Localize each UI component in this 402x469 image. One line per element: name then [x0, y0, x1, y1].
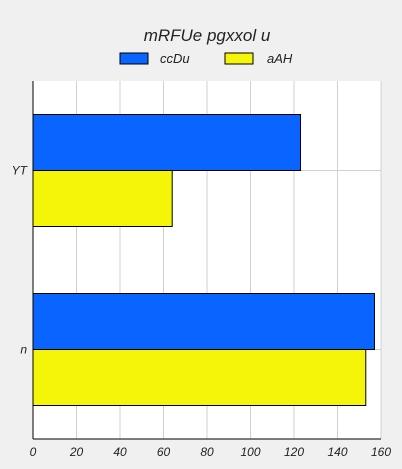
y-tick-label-yt: YT	[12, 164, 29, 178]
legend-label-aah: aAH	[267, 51, 293, 66]
chart-title: mRFUe pgxxol u	[144, 26, 271, 45]
x-tick-label-20: 20	[69, 445, 84, 459]
legend-swatch-ccdu	[119, 52, 149, 65]
x-tick-label-160: 160	[371, 445, 391, 459]
x-tick-label-0: 0	[30, 445, 37, 459]
x-tick-label-80: 80	[200, 445, 214, 459]
x-tick-label-100: 100	[240, 445, 260, 459]
legend: ccDu aAH	[119, 51, 293, 66]
x-tick-label-120: 120	[284, 445, 304, 459]
bars	[32, 114, 375, 406]
bar-ccdu-yt	[32, 114, 302, 171]
x-tick-label-60: 60	[157, 445, 171, 459]
tick-labels: YT n 0 20 40 60 80 100 120 140 160	[12, 164, 392, 460]
y-tick-label-n: n	[20, 343, 27, 357]
legend-swatch-aah	[224, 52, 254, 65]
x-tick-label-40: 40	[113, 445, 127, 459]
x-tick-label-140: 140	[327, 445, 347, 459]
bar-ccdu-n	[32, 293, 375, 350]
legend-label-ccdu: ccDu	[160, 51, 190, 66]
axes	[32, 81, 381, 440]
bar-aah-yt	[32, 170, 173, 227]
bar-aah-n	[32, 349, 367, 406]
